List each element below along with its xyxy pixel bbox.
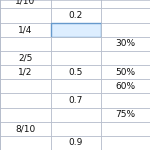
- Bar: [51, 51, 100, 65]
- Bar: [100, 65, 150, 79]
- Bar: [51, 136, 100, 150]
- Bar: [51, 0, 100, 9]
- Text: 50%: 50%: [115, 68, 135, 77]
- Bar: [51, 79, 100, 93]
- Bar: [100, 23, 150, 37]
- Bar: [100, 9, 150, 23]
- Bar: [51, 23, 100, 37]
- Text: 8/10: 8/10: [15, 124, 36, 133]
- Text: 60%: 60%: [115, 82, 135, 91]
- Bar: [0, 65, 51, 79]
- Text: 1/10: 1/10: [15, 0, 36, 6]
- Bar: [51, 122, 100, 136]
- Text: 0.5: 0.5: [69, 68, 83, 77]
- Bar: [100, 51, 150, 65]
- Bar: [100, 37, 150, 51]
- Bar: [100, 93, 150, 108]
- Bar: [0, 37, 51, 51]
- Bar: [100, 136, 150, 150]
- Bar: [0, 93, 51, 108]
- Bar: [0, 122, 51, 136]
- Bar: [51, 65, 100, 79]
- Bar: [51, 93, 100, 108]
- Bar: [0, 9, 51, 23]
- Bar: [0, 51, 51, 65]
- Bar: [0, 108, 51, 122]
- Bar: [0, 23, 51, 37]
- Bar: [100, 122, 150, 136]
- Bar: [0, 0, 51, 9]
- Bar: [51, 37, 100, 51]
- Bar: [0, 79, 51, 93]
- Text: 75%: 75%: [115, 110, 135, 119]
- Text: 1/4: 1/4: [18, 25, 33, 34]
- Text: 2/5: 2/5: [18, 54, 33, 63]
- Bar: [100, 79, 150, 93]
- Bar: [100, 108, 150, 122]
- Bar: [0, 136, 51, 150]
- Bar: [100, 0, 150, 9]
- Text: 1/2: 1/2: [18, 68, 33, 77]
- Text: 0.9: 0.9: [69, 138, 83, 147]
- Text: 0.7: 0.7: [69, 96, 83, 105]
- Bar: [51, 108, 100, 122]
- Text: 30%: 30%: [115, 39, 135, 48]
- Bar: [51, 9, 100, 23]
- Text: 0.2: 0.2: [69, 11, 83, 20]
